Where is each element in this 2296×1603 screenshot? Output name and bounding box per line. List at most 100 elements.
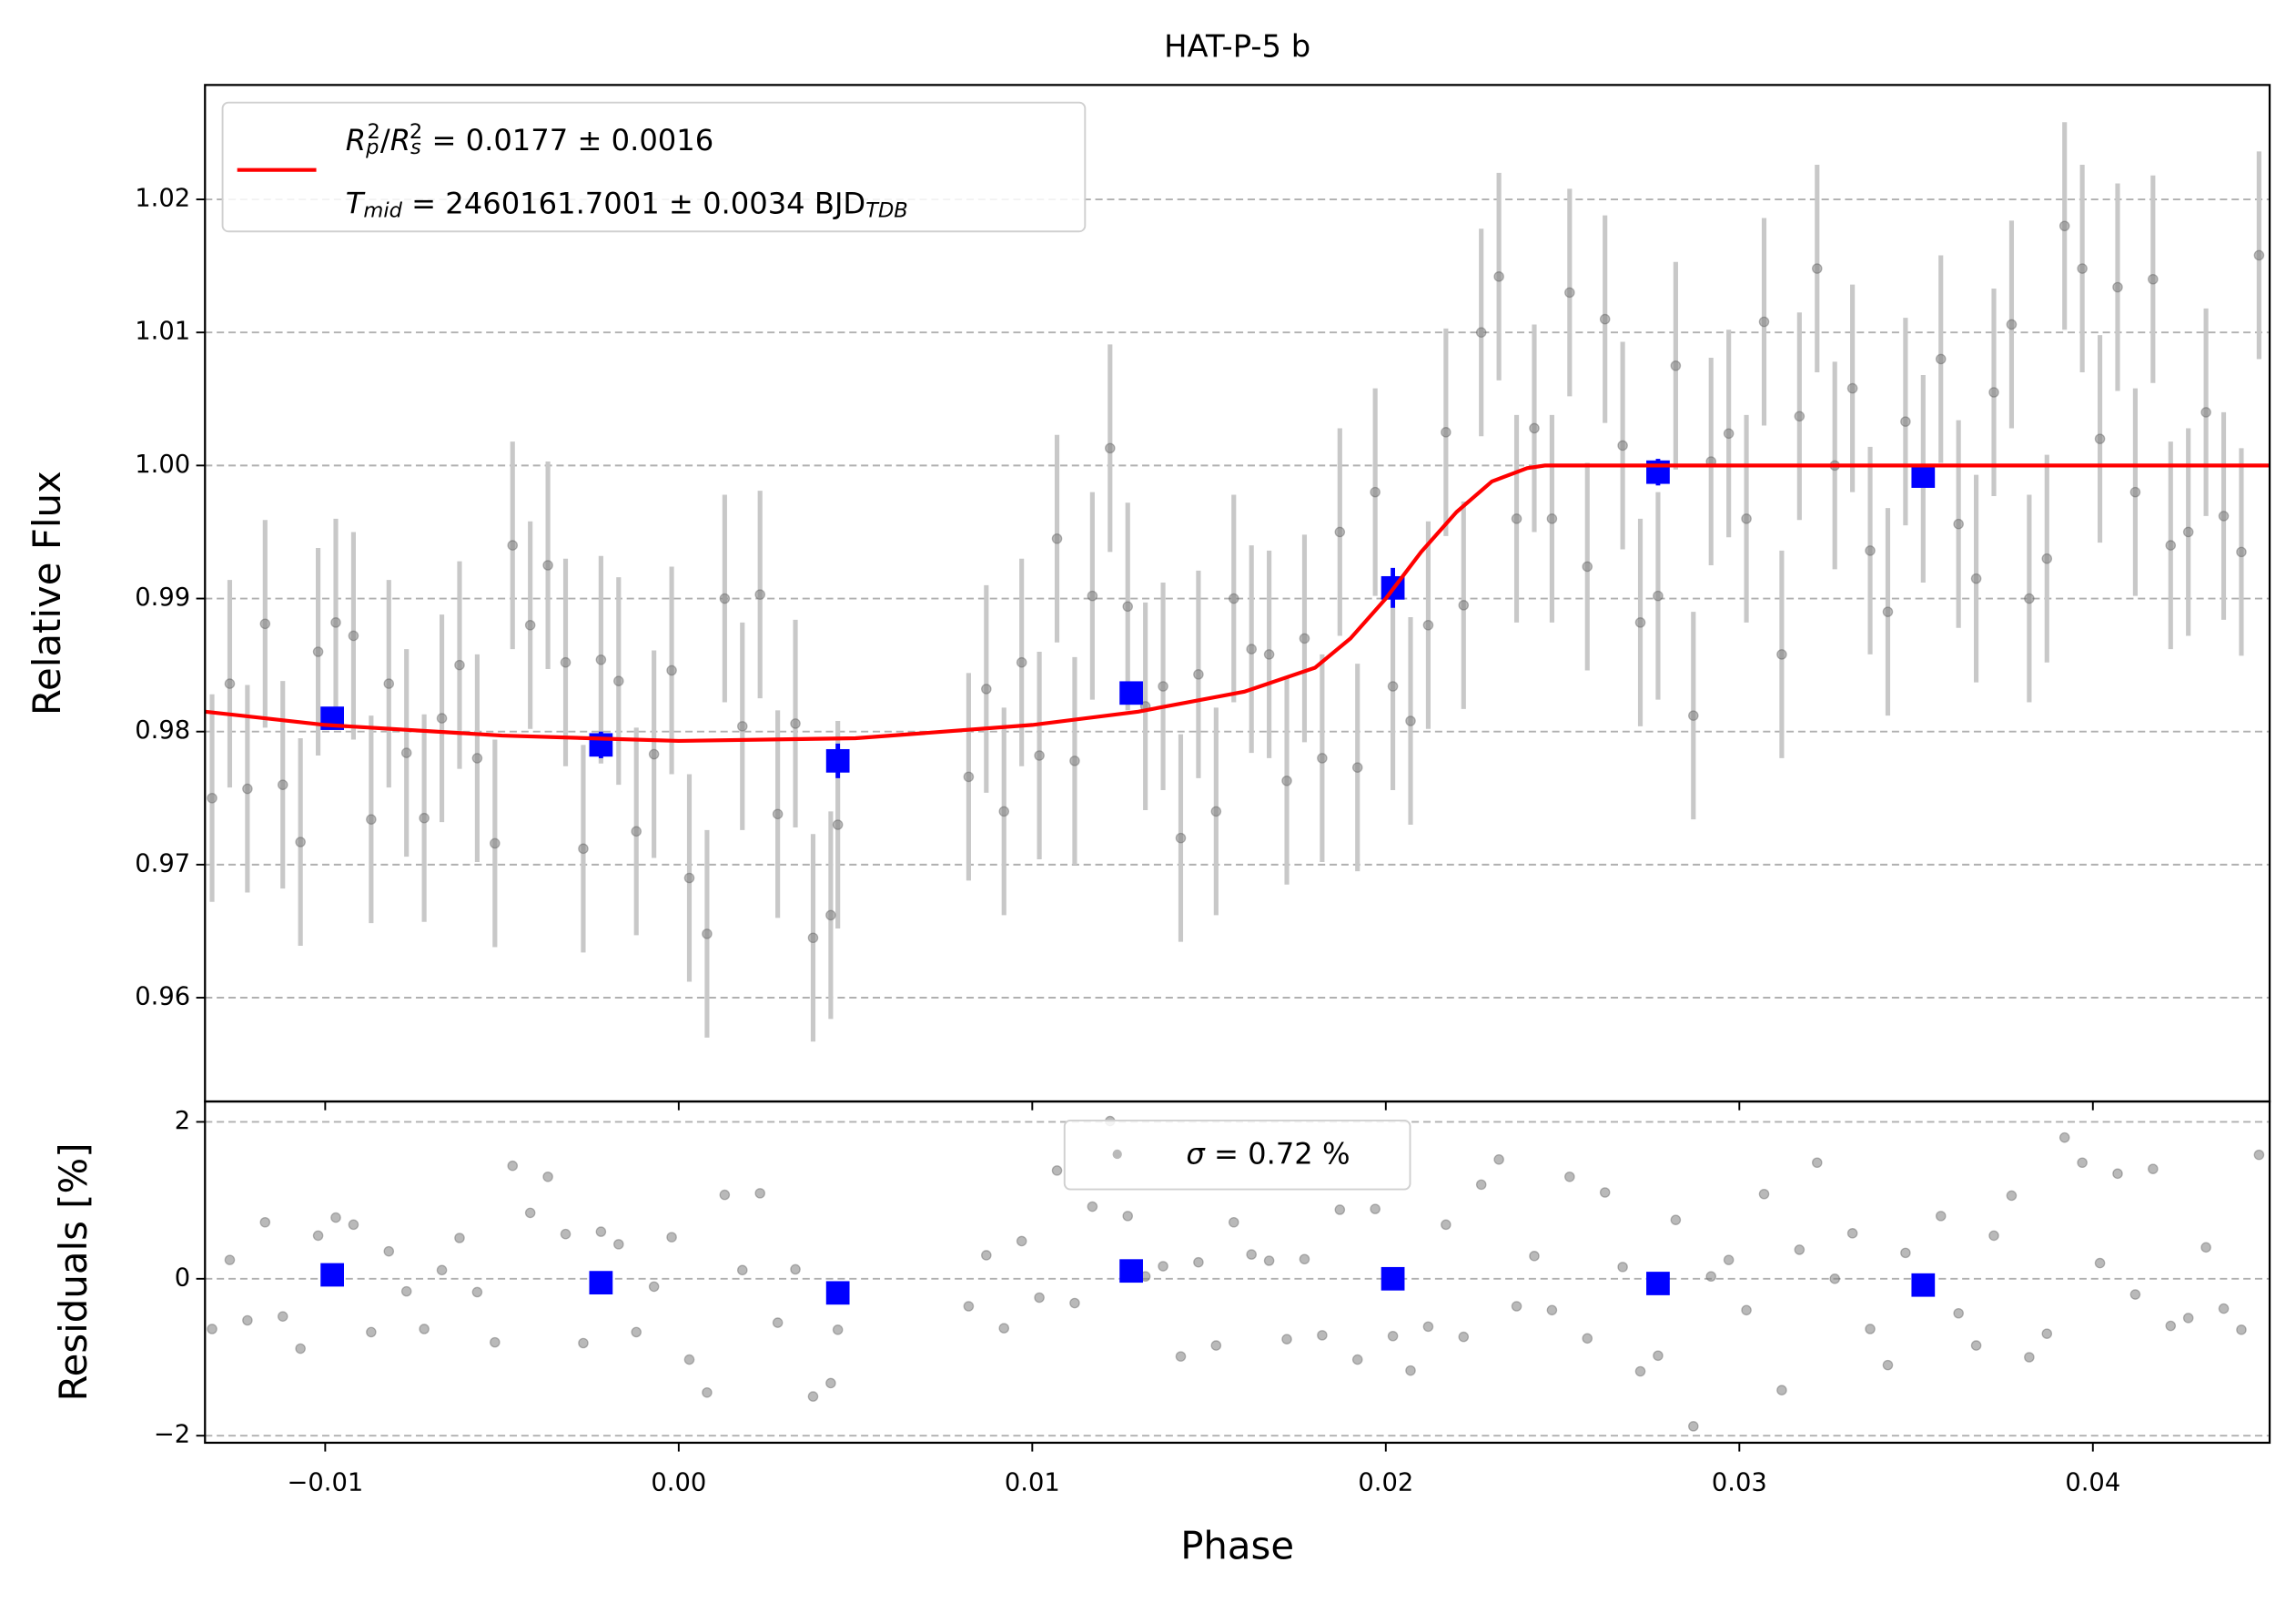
data-point (702, 1386, 713, 1398)
data-point (1193, 1256, 1204, 1268)
data-point (1529, 422, 1540, 434)
data-point (507, 1160, 519, 1172)
data-point (2200, 1242, 2211, 1253)
data-point (2218, 1303, 2230, 1314)
data-point (490, 1336, 501, 1348)
data-point (330, 617, 341, 628)
data-point (1935, 353, 1947, 365)
x-tick-label: 0.01 (1005, 1468, 1060, 1496)
data-point (2200, 407, 2211, 418)
model-line (205, 463, 2271, 744)
data-point (2182, 526, 2194, 538)
data-point (1069, 756, 1080, 766)
data-point (1370, 486, 1381, 498)
data-point (613, 1239, 624, 1250)
y-tick-label: 1.00 (135, 451, 190, 479)
data-point (2041, 553, 2053, 564)
data-point (1511, 513, 1522, 524)
data-point (242, 783, 253, 795)
data-point (981, 1250, 992, 1261)
data-point (1794, 411, 1805, 422)
data-point (1351, 762, 1363, 773)
data-point (1317, 1330, 1328, 1341)
y-tick-label: 0.96 (135, 983, 190, 1011)
data-point (736, 1264, 748, 1276)
data-point (490, 837, 501, 849)
data-point (1688, 1421, 1699, 1432)
data-point (2006, 319, 2018, 330)
data-point (1387, 1330, 1399, 1342)
data-point (1034, 1292, 1045, 1304)
data-point (2077, 1157, 2088, 1169)
data-point (1582, 1333, 1593, 1344)
data-point (2058, 1131, 2070, 1143)
data-point (224, 1254, 236, 1265)
data-point (542, 560, 553, 571)
data-point (2148, 1163, 2159, 1174)
data-point (1263, 1255, 1275, 1266)
y-axis-label: Relative Flux (25, 471, 69, 715)
data-point (1493, 271, 1504, 282)
data-point (1087, 590, 1098, 602)
data-point (2253, 249, 2265, 261)
legend-label: Tmid = 2460161.7001 ± 0.0034 BJDTDB (346, 186, 908, 222)
legend-text: / (380, 123, 390, 157)
x-tick-label: 0.04 (2065, 1468, 2120, 1496)
data-point (807, 932, 819, 944)
y-tick-label: 0.97 (135, 849, 190, 878)
data-point (613, 675, 624, 686)
data-point (1634, 617, 1646, 628)
data-point (825, 909, 836, 921)
data-point (1422, 619, 1434, 631)
data-point (1246, 644, 1257, 654)
axes-frame (204, 1100, 2271, 1445)
y-tick-label: 1.02 (135, 185, 190, 213)
legend-text: = 0.72 % (1205, 1137, 1350, 1172)
data-point (719, 593, 731, 604)
data-point (1122, 1211, 1134, 1222)
data-point (754, 1188, 765, 1199)
x-tick-label: 0.00 (651, 1468, 706, 1496)
x-tick-label: 0.02 (1358, 1468, 1413, 1496)
legend-label: Rp2/Rs2 = 0.0177 ± 0.0016 (346, 120, 713, 159)
data-point (436, 713, 448, 724)
data-point (1882, 1359, 1894, 1371)
data-point (1158, 1261, 1168, 1272)
data-point (1723, 1254, 1735, 1265)
data-point (207, 1324, 217, 1334)
data-point (1334, 526, 1346, 538)
data-point (471, 753, 483, 764)
y-tick-label: −2 (154, 1421, 190, 1449)
data-point (1970, 573, 1982, 584)
data-point (1900, 416, 1911, 427)
data-point (1670, 1214, 1682, 1225)
data-point (524, 619, 536, 631)
y-tick-label: 2 (175, 1107, 190, 1135)
data-point (2165, 540, 2177, 551)
x-axis-label: Phase (1180, 1523, 1294, 1567)
data-point (631, 826, 642, 837)
data-point (1051, 1165, 1063, 1176)
data-point (1228, 1216, 1239, 1228)
data-point (1564, 287, 1575, 299)
data-point (1441, 1219, 1451, 1231)
data-point (295, 1343, 306, 1354)
data-point (1741, 1304, 1752, 1316)
data-point (578, 843, 589, 855)
data-point (683, 1354, 695, 1365)
data-point (2129, 1289, 2141, 1300)
data-point (1529, 1251, 1540, 1262)
data-point (1475, 1179, 1487, 1191)
data-point (1175, 1351, 1187, 1362)
data-point (1087, 1201, 1098, 1212)
data-point (1493, 1154, 1504, 1165)
data-point (1228, 593, 1239, 604)
data-point (1935, 1211, 1947, 1222)
data-point (1670, 360, 1682, 371)
data-point (2182, 1313, 2194, 1324)
data-point (648, 748, 660, 760)
data-point (436, 1264, 448, 1276)
data-point (224, 678, 236, 689)
